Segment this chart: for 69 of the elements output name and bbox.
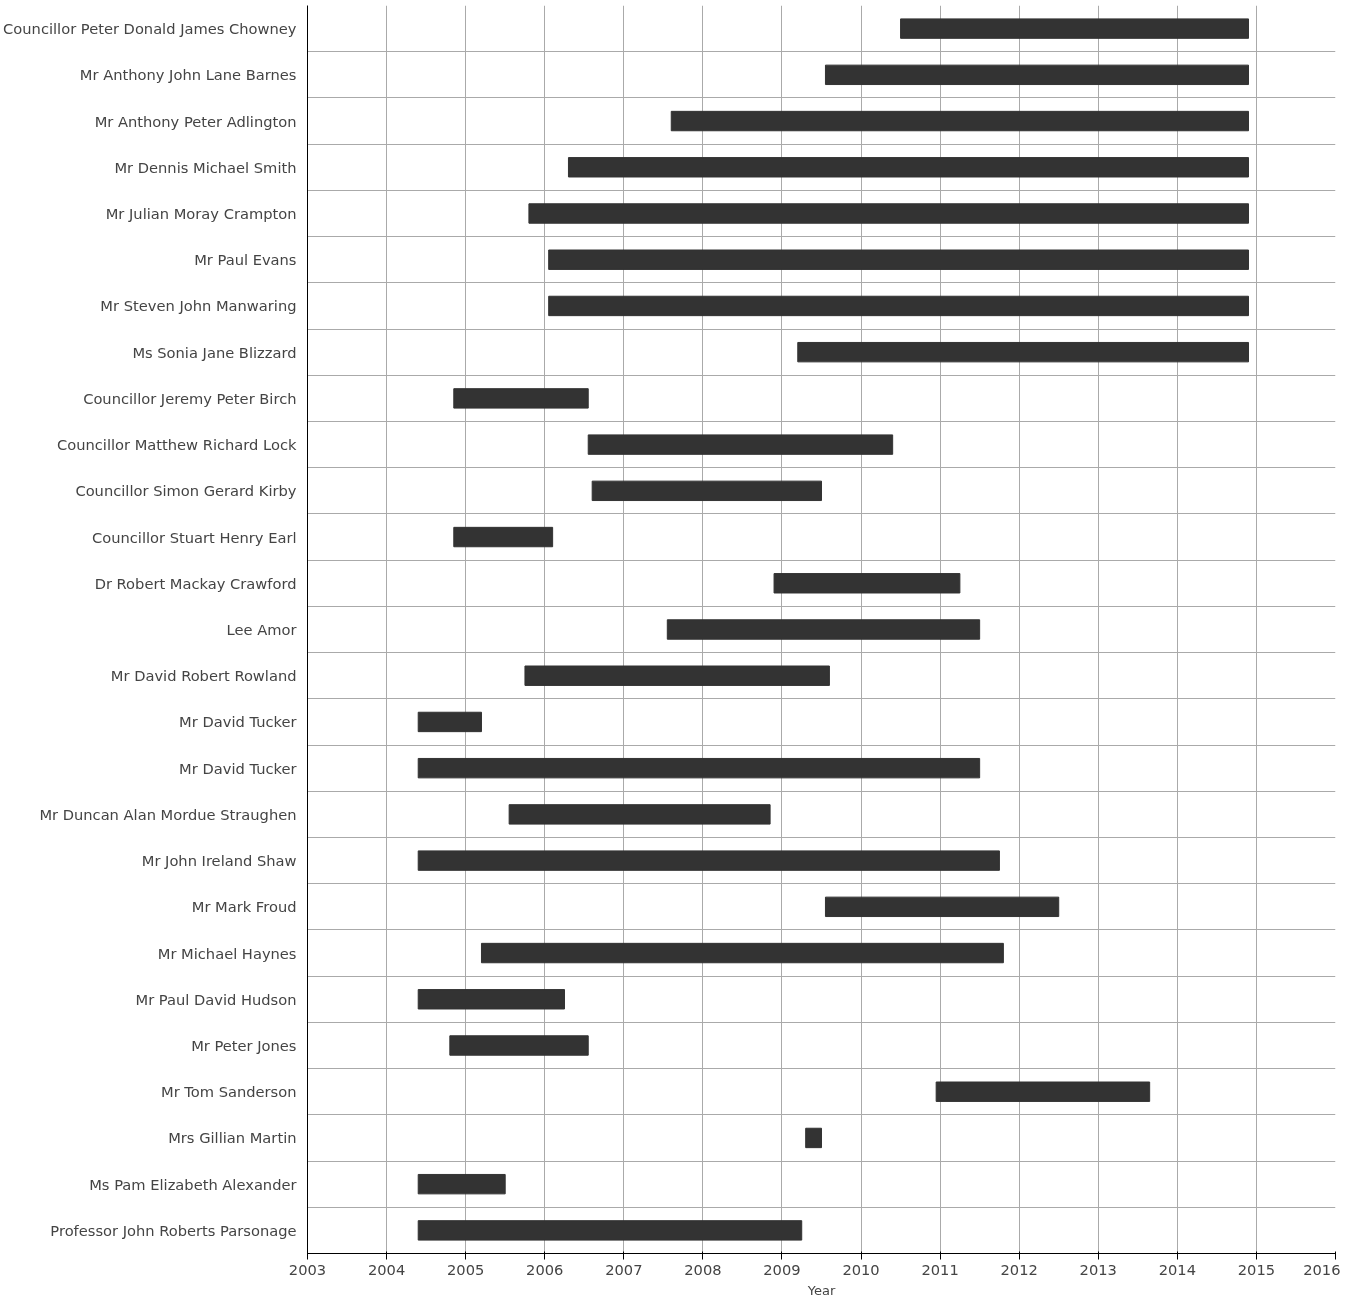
y-tick-label: Ms Pam Elizabeth Alexander	[89, 1175, 298, 1193]
y-tick-label: Councillor Simon Gerard Kirby	[75, 482, 297, 500]
bar	[508, 804, 771, 825]
bar	[824, 64, 1250, 86]
bar	[417, 711, 482, 733]
bar	[417, 850, 1000, 871]
bar	[453, 388, 589, 409]
y-tick-label: Ms Sonia Jane Blizzard	[132, 343, 297, 361]
y-tick-label: Councillor Peter Donald James Chowney	[3, 20, 297, 38]
x-tick-label: 2010	[842, 1260, 880, 1278]
x-tick-label: 2004	[367, 1260, 406, 1278]
bar	[417, 757, 981, 779]
bar	[591, 480, 822, 502]
bar	[567, 157, 1250, 178]
y-tick-label: Councillor Matthew Richard Lock	[56, 436, 298, 454]
y-tick-label: Mr Julian Moray Crampton	[105, 205, 297, 222]
x-tick-label: 2005	[447, 1260, 485, 1278]
bar	[417, 1220, 803, 1241]
y-tick-label: Mr Duncan Alan Mordue Straughen	[39, 805, 297, 823]
bar	[797, 341, 1250, 363]
x-tick-label: 2007	[605, 1260, 643, 1278]
bar	[773, 573, 961, 594]
y-tick-label: Mr Peter Jones	[191, 1037, 297, 1054]
y-tick-label: Mr Paul David Hudson	[135, 990, 297, 1008]
y-tick-label: Mr John Ireland Shaw	[141, 852, 297, 870]
x-tick-label: 2012	[1000, 1260, 1038, 1278]
bar	[524, 665, 830, 686]
x-tick-label: 2014	[1158, 1260, 1197, 1278]
y-tick-label: Mr Anthony Peter Adlington	[94, 112, 297, 130]
x-tick-label: 2011	[921, 1260, 959, 1278]
y-tick-label: Mr Steven John Manwaring	[100, 297, 297, 315]
x-tick-label: 2008	[684, 1260, 722, 1278]
bar	[417, 989, 565, 1010]
bar	[417, 1173, 506, 1195]
bar	[587, 434, 894, 455]
x-tick-label: 2016	[1303, 1260, 1341, 1278]
y-tick-label: Mr Anthony John Lane Barnes	[79, 66, 297, 84]
bar	[935, 1081, 1151, 1102]
y-tick-label: Mr Michael Haynes	[157, 944, 297, 962]
y-tick-label: Mr Dennis Michael Smith	[114, 158, 297, 176]
x-tick-label: 2009	[763, 1260, 801, 1278]
y-tick-label: Lee Amor	[226, 621, 298, 638]
bar	[666, 619, 981, 640]
y-tick-label: Councillor Jeremy Peter Birch	[83, 389, 297, 407]
y-tick-label: Mrs Gillian Martin	[168, 1129, 297, 1147]
bar	[548, 249, 1250, 270]
x-tick-label: 2006	[526, 1260, 564, 1278]
bar	[449, 1035, 589, 1056]
y-tick-label: Mr David Tucker	[179, 713, 298, 731]
bar	[480, 942, 1004, 964]
bar	[548, 295, 1250, 317]
y-tick-label: Mr Paul Evans	[194, 251, 297, 269]
x-tick-label: 2013	[1079, 1260, 1117, 1278]
bar	[824, 896, 1060, 918]
y-tick-label: Professor John Roberts Parsonage	[50, 1221, 297, 1239]
bar	[453, 526, 554, 548]
y-tick-label: Mr David Tucker	[179, 759, 298, 777]
bar	[900, 18, 1250, 39]
y-tick-label: Mr David Robert Rowland	[110, 667, 297, 685]
x-axis-title: Year	[806, 1282, 836, 1298]
bar	[670, 110, 1250, 132]
bar	[528, 203, 1250, 224]
x-tick-label: 2015	[1237, 1260, 1276, 1278]
y-tick-label: Mr Tom Sanderson	[160, 1083, 297, 1101]
y-tick-label: Councillor Stuart Henry Earl	[92, 528, 297, 546]
x-tick-label: 2003	[288, 1260, 327, 1278]
y-tick-label: Dr Robert Mackay Crawford	[94, 574, 297, 592]
bar	[805, 1127, 822, 1149]
y-tick-label: Mr Mark Froud	[191, 898, 297, 916]
